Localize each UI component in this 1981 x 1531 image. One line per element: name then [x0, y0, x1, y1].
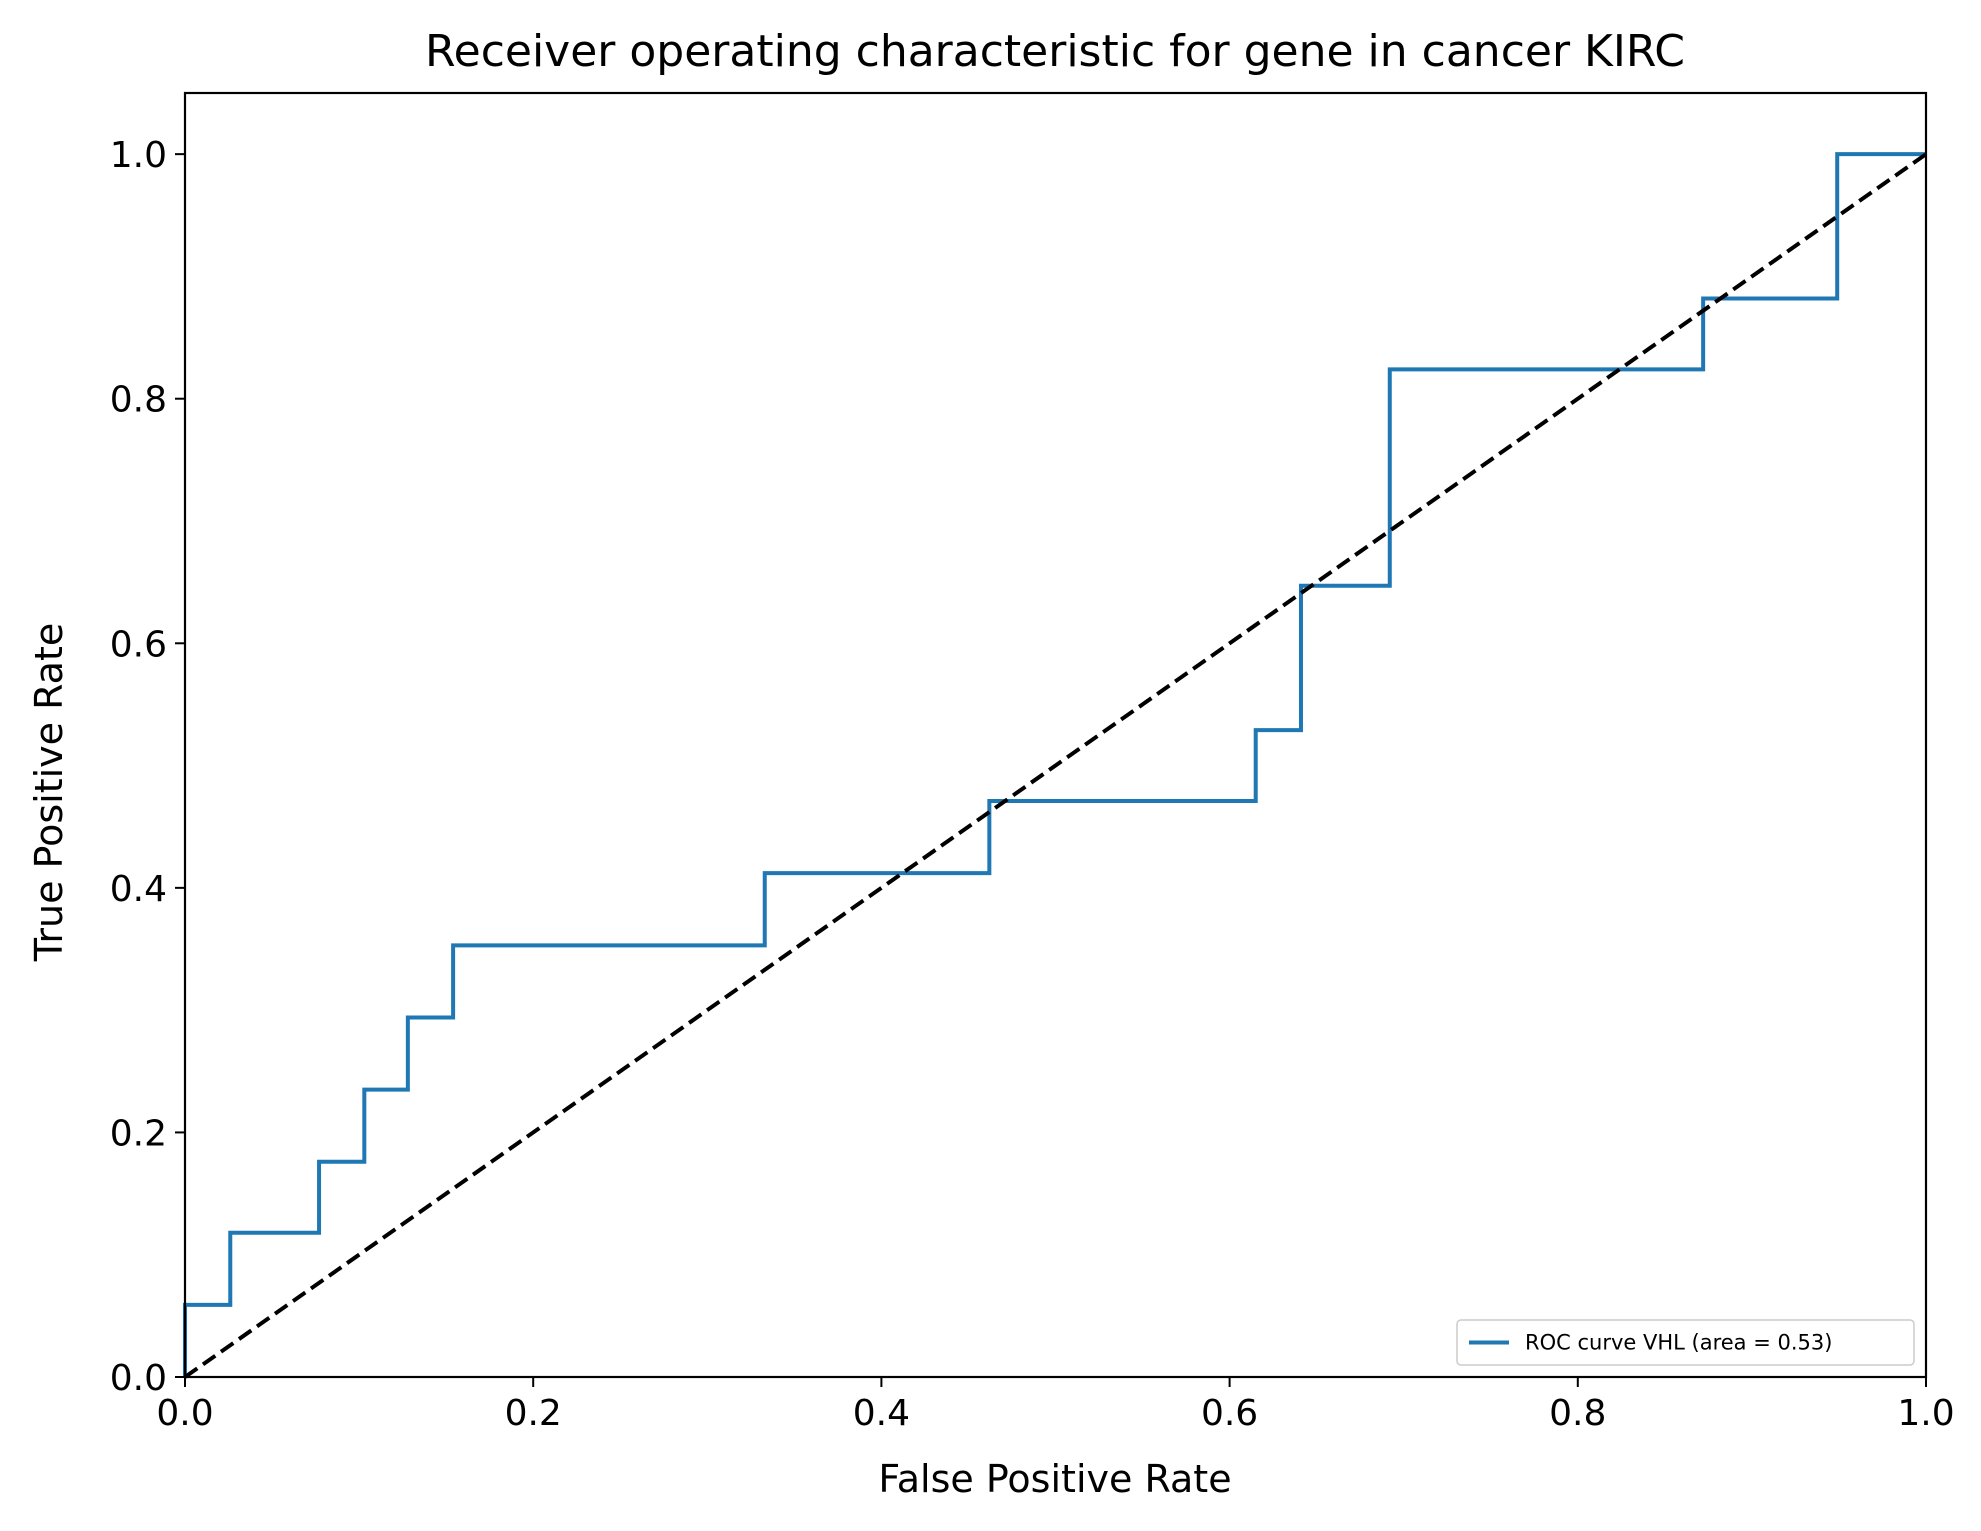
- chance-diagonal-line: [183, 152, 1928, 1379]
- axes-frame: [183, 91, 1928, 1379]
- x-axis-ticks: 0.0 0.2 0.4 0.6 0.8 1.0: [156, 1377, 1955, 1434]
- x-axis-label: False Positive Rate: [878, 1457, 1231, 1501]
- series-group: [183, 152, 1928, 1379]
- legend-box: [1456, 1319, 1915, 1366]
- legend: ROC curve VHL (area = 0.53): [1456, 1319, 1915, 1366]
- chart-title: Receiver operating characteristic for ge…: [425, 26, 1685, 77]
- y-tick-label: 0.4: [110, 869, 167, 910]
- y-tick-label: 0.8: [110, 380, 167, 421]
- y-tick-label: 0.0: [110, 1358, 167, 1399]
- x-tick-label: 1.0: [1897, 1393, 1954, 1434]
- y-tick-label: 0.6: [110, 624, 167, 665]
- y-tick-label: 0.2: [110, 1113, 167, 1154]
- x-tick-label: 0.4: [853, 1393, 910, 1434]
- y-tick-label: 1.0: [110, 135, 167, 176]
- y-axis-label: True Positive Rate: [27, 623, 71, 963]
- legend-label: ROC curve VHL (area = 0.53): [1525, 1331, 1832, 1355]
- x-tick-label: 0.0: [156, 1393, 213, 1434]
- y-axis-ticks: 0.0 0.2 0.4 0.6 0.8 1.0: [110, 135, 185, 1399]
- series-line-0: [183, 152, 1926, 1377]
- x-tick-label: 0.6: [1201, 1393, 1258, 1434]
- x-tick-label: 0.8: [1549, 1393, 1606, 1434]
- plot-area: 0.0 0.2 0.4 0.6 0.8 1.0 0.0 0.2 0.4 0.6 0.8 1.0 ROC …: [110, 91, 1955, 1434]
- x-tick-label: 0.2: [505, 1393, 562, 1434]
